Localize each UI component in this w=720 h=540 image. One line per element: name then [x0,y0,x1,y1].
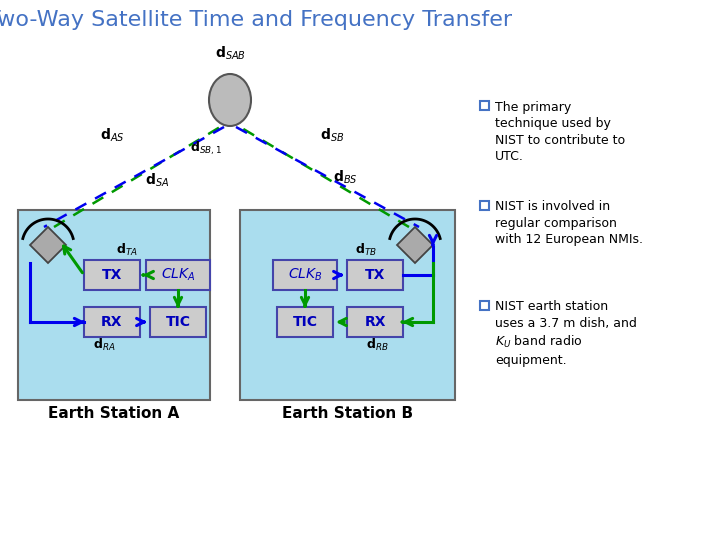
Bar [84,307,140,337]
Text: TX: TX [102,268,122,282]
Text: TIC: TIC [292,315,318,329]
Bar [480,100,489,110]
Polygon shape [30,227,66,263]
Text: $\mathbf{d}_{BS}$: $\mathbf{d}_{BS}$ [333,169,358,186]
Bar [84,260,140,290]
Text: NIST is involved in
regular comparison
with 12 European NMIs.: NIST is involved in regular comparison w… [495,200,643,246]
Text: TX: TX [365,268,385,282]
Text: $CLK_A$: $CLK_A$ [161,267,195,283]
Text: $\mathbf{d}_{AS}$: $\mathbf{d}_{AS}$ [100,127,125,144]
Text: RX: RX [102,315,122,329]
Bar [146,260,210,290]
Text: RX: RX [364,315,386,329]
Bar [480,200,489,210]
Polygon shape [397,227,433,263]
Bar [480,300,489,309]
Bar [277,307,333,337]
Bar [273,260,337,290]
Text: $\mathbf{d}_{RB}$: $\mathbf{d}_{RB}$ [366,337,388,353]
Bar [18,210,210,400]
Text: $\mathbf{d}_{SA}$: $\mathbf{d}_{SA}$ [145,172,169,190]
Text: Earth Station B: Earth Station B [282,406,413,421]
Ellipse shape [209,74,251,126]
Bar [347,260,403,290]
Text: Two-Way Satellite Time and Frequency Transfer: Two-Way Satellite Time and Frequency Tra… [0,10,513,30]
Text: $\mathbf{d}_{TB}$: $\mathbf{d}_{TB}$ [355,242,377,258]
Text: The primary
technique used by
NIST to contribute to
UTC.: The primary technique used by NIST to co… [495,100,625,163]
Bar [347,307,403,337]
Text: $\mathbf{d}_{SB}$: $\mathbf{d}_{SB}$ [320,127,344,144]
Text: $\mathbf{d}_{SAB}$: $\mathbf{d}_{SAB}$ [215,45,246,62]
Text: NIST earth station
uses a 3.7 m dish, and
$K_U$ band radio
equipment.: NIST earth station uses a 3.7 m dish, an… [495,300,637,367]
Bar [150,307,206,337]
Text: $\mathbf{d}_{RA}$: $\mathbf{d}_{RA}$ [93,337,115,353]
Text: Earth Station A: Earth Station A [48,406,179,421]
Text: $\mathbf{d}_{TA}$: $\mathbf{d}_{TA}$ [116,242,138,258]
Text: $\mathbf{d}_{SB,1}$: $\mathbf{d}_{SB,1}$ [190,140,222,157]
Bar [240,210,455,400]
Text: $CLK_B$: $CLK_B$ [288,267,323,283]
Text: TIC: TIC [166,315,191,329]
